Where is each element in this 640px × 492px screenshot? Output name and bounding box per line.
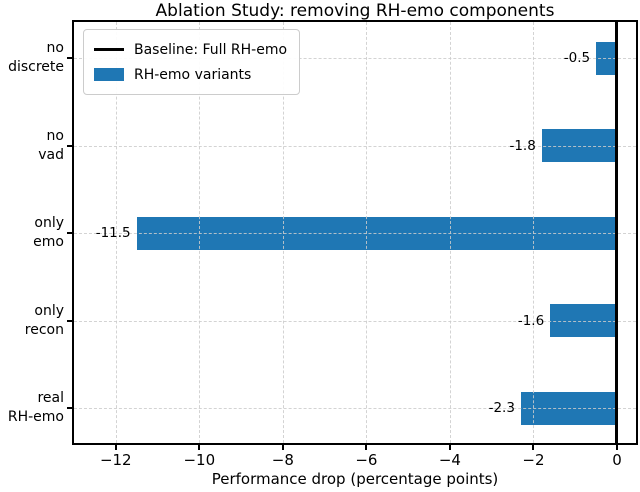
- gridline-vertical: [115, 22, 117, 443]
- y-tick-label: only emo: [0, 214, 64, 252]
- y-tick-label: no discrete: [0, 39, 64, 77]
- gridline-vertical: [282, 22, 284, 443]
- gridline-horizontal: [74, 320, 636, 322]
- variants-patch-swatch: [94, 68, 124, 81]
- y-tick-mark: [67, 232, 74, 234]
- x-axis-label: Performance drop (percentage points): [211, 470, 499, 488]
- gridline-vertical: [199, 22, 201, 443]
- x-tick-label: −8: [271, 451, 294, 469]
- plot-area: Baseline: Full RH-emo RH-emo variants -0…: [72, 20, 638, 445]
- gridline-horizontal: [74, 233, 636, 234]
- gridline-vertical: [449, 22, 451, 443]
- y-tick-mark: [67, 57, 74, 59]
- legend-entry-variants: RH-emo variants: [94, 62, 287, 87]
- x-tick-label: −10: [183, 451, 216, 469]
- bar-value-label: -11.5: [95, 225, 131, 241]
- x-tick-mark: [615, 443, 618, 450]
- gridline-vertical: [366, 22, 368, 443]
- legend-entry-baseline: Baseline: Full RH-emo: [94, 37, 287, 62]
- bar-value-label: -1.6: [517, 312, 545, 329]
- x-tick-mark: [281, 443, 284, 450]
- y-tick-mark: [67, 407, 74, 409]
- x-tick-mark: [198, 443, 201, 450]
- x-tick-label: −2: [522, 451, 545, 469]
- gridline-horizontal: [74, 145, 636, 147]
- y-tick-label-line: vad: [38, 146, 64, 163]
- y-tick-label-line: RH-emo: [7, 409, 64, 425]
- y-tick-label-line: real: [37, 390, 64, 406]
- y-tick-label-line: no: [46, 40, 64, 56]
- legend-label-variants: RH-emo variants: [134, 66, 252, 83]
- gridline-vertical: [533, 22, 535, 443]
- x-tick-label: −6: [355, 451, 378, 469]
- y-tick-label-line: emo: [33, 234, 64, 250]
- y-tick-label-line: only: [34, 215, 64, 231]
- y-tick-label-line: discrete: [8, 59, 64, 75]
- baseline-line-swatch: [94, 48, 124, 51]
- x-tick-label: −4: [438, 451, 461, 469]
- bar-value-label: -2.3: [488, 400, 515, 416]
- legend-label-baseline: Baseline: Full RH-emo: [134, 41, 288, 58]
- x-tick-mark: [114, 443, 117, 450]
- y-tick-label: real RH-emo: [0, 389, 64, 427]
- x-tick-label: −12: [99, 451, 132, 469]
- y-tick-label-line: no: [46, 127, 64, 144]
- y-tick-label-line: recon: [24, 321, 64, 338]
- x-tick-mark: [365, 443, 368, 450]
- bar-value-label: -0.5: [563, 50, 591, 66]
- baseline-zero-line: [615, 22, 619, 443]
- x-tick-mark: [448, 443, 451, 450]
- gridline-horizontal: [74, 408, 636, 409]
- gridline-horizontal: [74, 58, 636, 59]
- bar-value-label: -1.8: [509, 137, 536, 154]
- y-tick-label: only recon: [0, 302, 64, 340]
- x-tick-mark: [532, 443, 535, 450]
- x-tick-label: 0: [612, 451, 622, 469]
- legend: Baseline: Full RH-emo RH-emo variants: [83, 29, 301, 95]
- y-tick-label-line: only: [34, 302, 64, 319]
- y-tick-mark: [67, 144, 74, 147]
- y-tick-mark: [67, 319, 74, 322]
- chart-title: Ablation Study: removing RH-emo componen…: [155, 1, 555, 21]
- y-tick-label: no vad: [0, 127, 64, 165]
